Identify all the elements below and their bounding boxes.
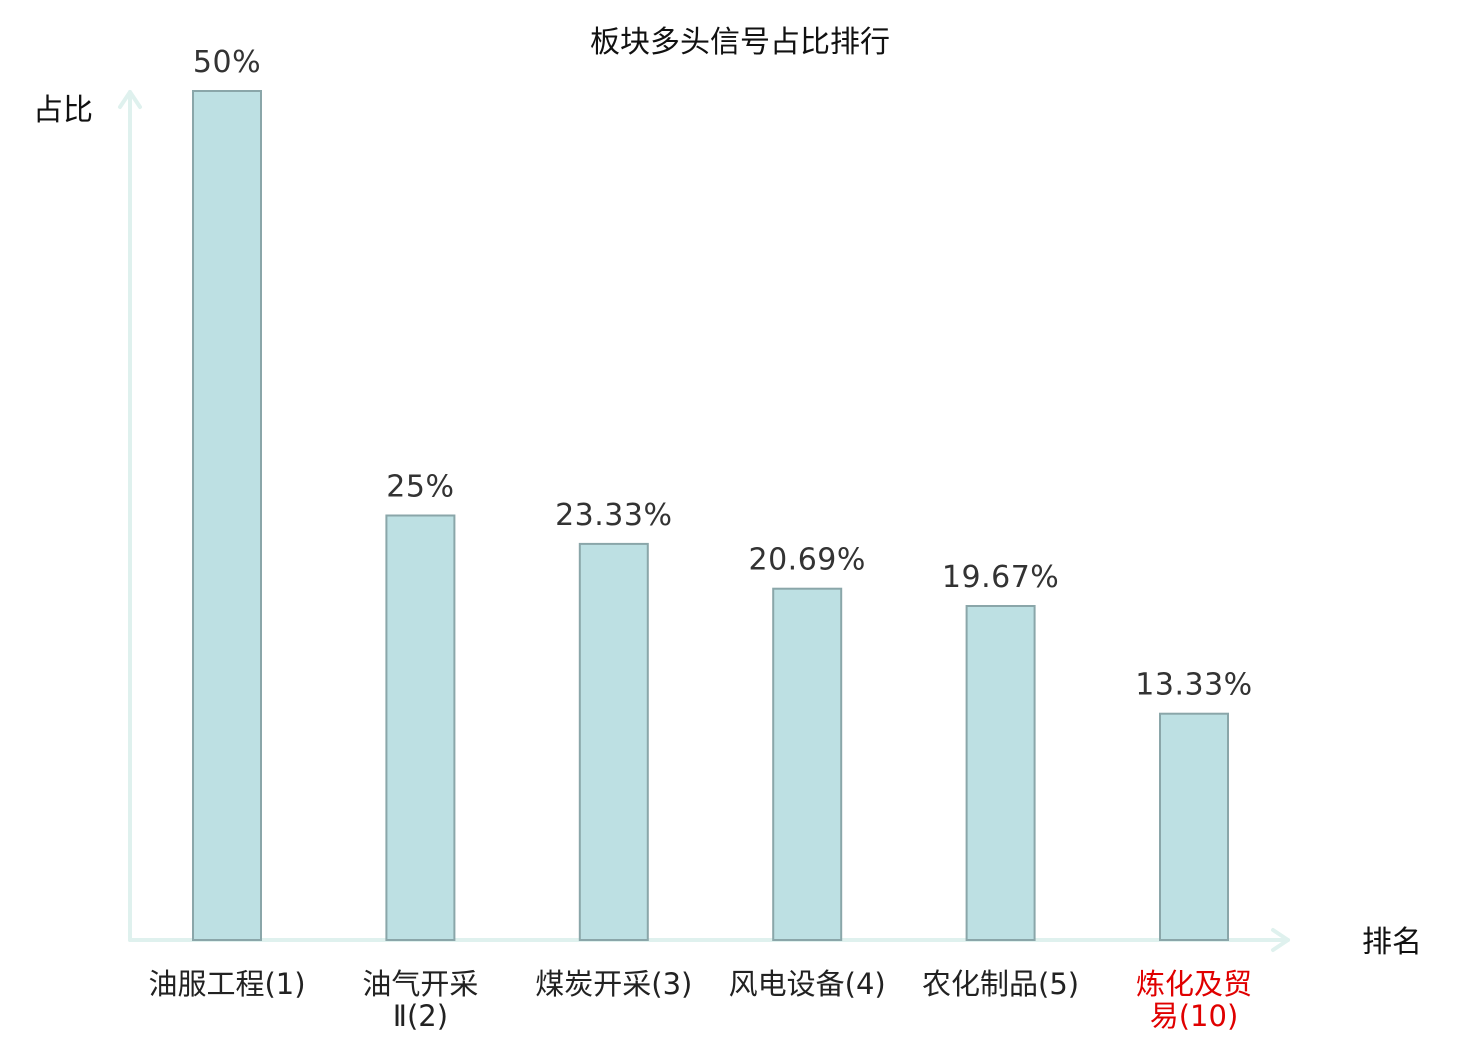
x-tick-label: 油气开采 Ⅱ(2): [362, 967, 478, 1033]
data-label: 25%: [386, 470, 454, 505]
data-label: 50%: [193, 45, 261, 80]
bar: [772, 587, 843, 941]
x-tick-label-line: 煤炭开采(3): [535, 967, 692, 1001]
value-labels-group: 50% 25% 23.33% 20.69% 19.67% 13.33%: [193, 45, 1252, 703]
x-tick-label-line: 炼化及贸: [1136, 967, 1252, 1001]
bar: [192, 90, 262, 941]
x-tick-label: 油服工程(1): [148, 967, 305, 1001]
x-tick-label-line: 油服工程(1): [148, 967, 305, 1001]
bars-group: [192, 90, 1229, 942]
bar: [578, 542, 649, 942]
axes: [118, 90, 1290, 952]
bar: [965, 605, 1036, 941]
data-label: 19.67%: [942, 560, 1059, 595]
x-tick-label-line: 易(10): [1150, 999, 1239, 1033]
x-axis-arrow-icon: [1271, 928, 1290, 952]
y-axis-arrow-icon: [118, 90, 142, 109]
x-tick-label-line: 农化制品(5): [922, 967, 1079, 1001]
y-axis-label: 占比: [33, 93, 93, 128]
data-label: 23.33%: [555, 498, 672, 533]
x-tick-label: 风电设备(4): [729, 967, 886, 1001]
x-tick-label-line: Ⅱ(2): [393, 999, 448, 1033]
data-label: 13.33%: [1135, 668, 1252, 703]
x-tick-label-line: 油气开采: [362, 967, 478, 1001]
chart-title: 板块多头信号占比排行: [590, 25, 890, 60]
x-axis-label: 排名: [1362, 925, 1422, 960]
x-tick-label: 农化制品(5): [922, 967, 1079, 1001]
category-labels-group: 油服工程(1) 油气开采 Ⅱ(2) 煤炭开采(3) 风电设备(4) 农化制品(5) 炼化及贸…: [148, 967, 1252, 1033]
x-tick-label-line: 风电设备(4): [729, 967, 886, 1001]
x-tick-label: 煤炭开采(3): [535, 967, 692, 1001]
bar: [385, 514, 456, 941]
x-tick-label: 炼化及贸易(10): [1136, 967, 1252, 1033]
data-label: 20.69%: [749, 543, 866, 578]
bar: [1159, 712, 1229, 942]
